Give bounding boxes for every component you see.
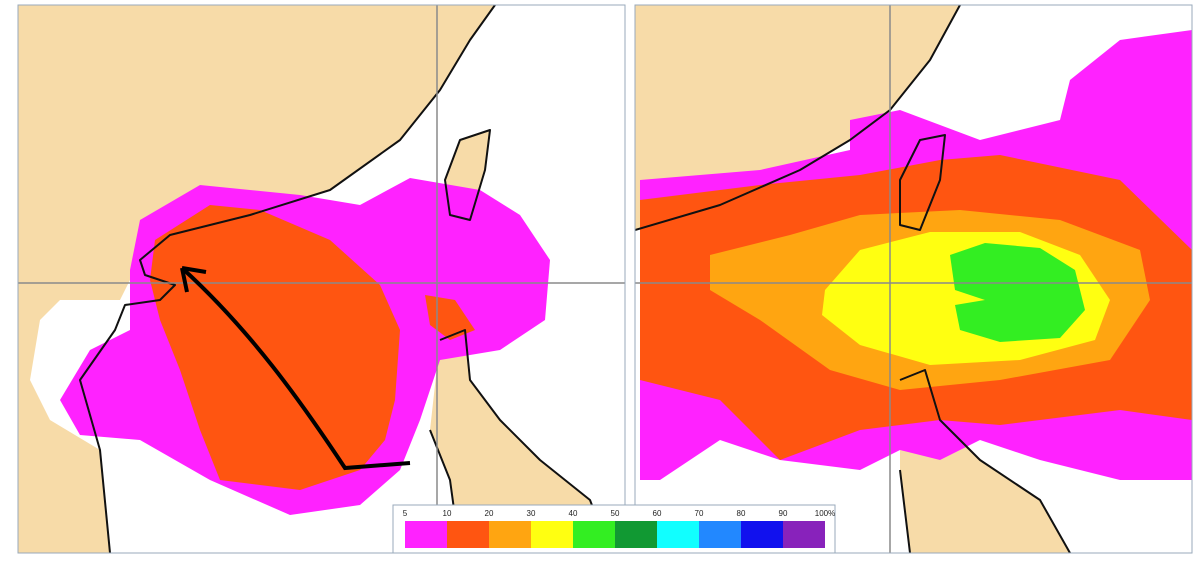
- legend-label: 70: [695, 509, 704, 518]
- legend-label: 50: [611, 509, 620, 518]
- probability-10: [150, 205, 400, 490]
- land: [900, 370, 1070, 553]
- coastline: [899, 369, 1071, 553]
- legend-label: 40: [569, 509, 578, 518]
- coastline: [79, 5, 496, 553]
- legend-label: 80: [737, 509, 746, 518]
- legend-swatch: [447, 521, 489, 548]
- panel-border: [17, 4, 626, 554]
- coastline: [444, 129, 491, 221]
- legend-label: 60: [653, 509, 662, 518]
- legend-swatch: [615, 521, 657, 548]
- left-map: [18, 5, 625, 553]
- arrow-head: [180, 266, 207, 293]
- legend-label: 90: [779, 509, 788, 518]
- legend-swatch: [657, 521, 699, 548]
- legend-swatch: [489, 521, 531, 548]
- coastline: [635, 5, 961, 231]
- legend-label: 30: [527, 509, 536, 518]
- coastline: [899, 134, 946, 231]
- probability-40: [950, 243, 1085, 342]
- legend-swatch: [405, 521, 447, 548]
- legend-swatch: [573, 521, 615, 548]
- track-arrow: [180, 266, 411, 471]
- right-map: [635, 5, 1192, 553]
- land: [430, 330, 610, 553]
- legend-label: 10: [443, 509, 452, 518]
- legend-label: 5: [403, 509, 408, 518]
- legend-swatch: [699, 521, 741, 548]
- panel-border: [634, 4, 1193, 554]
- land: [18, 5, 495, 553]
- legend-swatch: [783, 521, 825, 548]
- legend-label: 20: [485, 509, 494, 518]
- legend-label: 100%: [815, 509, 835, 518]
- legend-swatch: [531, 521, 573, 548]
- legend-swatch: [741, 521, 783, 548]
